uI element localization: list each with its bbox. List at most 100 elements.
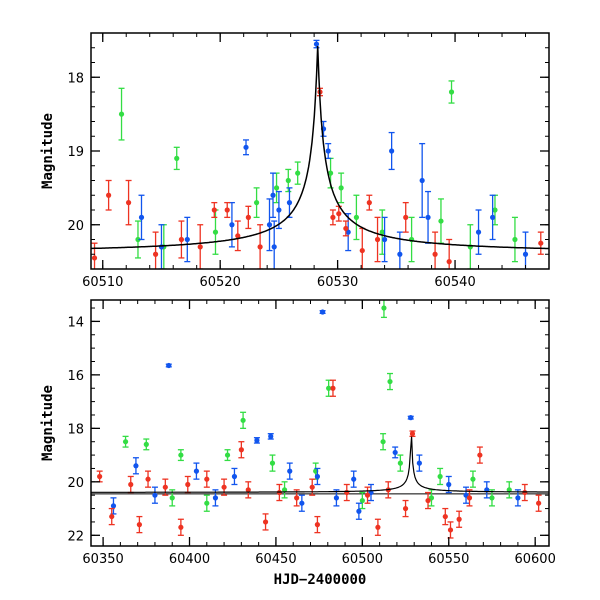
top-red-data-point — [105, 179, 112, 211]
bottom-red-data-point — [136, 515, 143, 534]
bottom-red-data-point — [456, 510, 463, 528]
bottom-green-data-point — [325, 379, 332, 397]
top-blue-data-point — [345, 213, 352, 252]
top-green-data-point — [134, 220, 141, 259]
bottom-green-data-point — [386, 372, 393, 391]
bottom-red-data-point — [145, 470, 152, 488]
bottom-green-data-point — [281, 481, 288, 499]
bottom-y-tick-label: 14 — [67, 315, 84, 330]
top-red-data-point — [374, 216, 381, 263]
top-red-data-point — [245, 205, 252, 230]
bottom-blue-data-point — [407, 415, 414, 421]
bottom-red-data-point — [374, 518, 381, 536]
bottom-red-data-point — [343, 483, 350, 502]
top-green-data-point — [511, 216, 518, 263]
bottom-red-data-point — [466, 489, 473, 507]
top-x-tick-label: 60540 — [434, 275, 475, 290]
bottom-red-data-point — [442, 507, 449, 526]
bottom-red-data-point — [245, 481, 252, 499]
top-axis-ticks: 60510 60520 60530 60540 18 19 20 — [67, 32, 550, 290]
bottom-red-data-point — [314, 515, 321, 534]
bottom-blue-data-point — [314, 467, 321, 486]
bottom-green-data-point — [506, 481, 513, 499]
bottom-y-axis-title: Magnitude — [40, 385, 56, 461]
top-green-data-point — [212, 209, 219, 255]
top-red-data-point — [446, 238, 453, 269]
bottom-blue-data-point — [319, 309, 326, 315]
top-blue-data-point — [381, 216, 388, 263]
top-y-tick-label: 18 — [67, 71, 84, 86]
top-x-tick-label: 60530 — [317, 275, 358, 290]
bottom-blue-data-point — [286, 462, 293, 480]
bottom-blue-data-point — [151, 486, 158, 504]
bottom-x-tick-label: 60350 — [82, 552, 123, 567]
top-red-data-point — [537, 231, 544, 255]
top-blue-data-point — [275, 190, 282, 230]
bottom-green-data-point — [203, 494, 210, 512]
bottom-x-tick-label: 60550 — [428, 552, 469, 567]
bottom-red-data-point — [447, 521, 454, 539]
bottom-red-data-point — [535, 494, 542, 512]
bottom-red-data-point — [221, 478, 228, 496]
top-red-data-point — [257, 224, 264, 269]
top-blue-data-point — [475, 209, 482, 255]
bottom-blue-data-point — [165, 362, 172, 369]
bottom-red-data-point — [184, 475, 191, 494]
bottom-green-data-point — [397, 454, 404, 472]
top-blue-data-point — [271, 220, 278, 269]
bottom-green-data-point — [240, 411, 247, 429]
bottom-blue-data-point — [132, 457, 139, 475]
top-blue-data-point — [270, 172, 277, 219]
top-red-data-point — [432, 231, 439, 269]
top-green-data-point — [467, 224, 474, 269]
top-blue-data-point — [243, 139, 250, 156]
bottom-green-data-point — [143, 438, 150, 451]
bottom-y-tick-label: 18 — [67, 422, 84, 437]
bottom-blue-data-point — [392, 446, 399, 459]
bottom-blue-data-point — [355, 502, 362, 520]
bottom-blue-data-point — [333, 489, 340, 507]
bottom-red-data-point — [329, 379, 336, 397]
top-red-data-point — [359, 227, 366, 269]
bottom-red-data-point — [309, 478, 316, 496]
top-red-data-point — [342, 220, 349, 237]
top-red-data-point — [197, 224, 204, 269]
bottom-x-tick-label: 60500 — [342, 552, 383, 567]
bottom-green-data-point — [269, 454, 276, 472]
top-red-data-point — [234, 220, 241, 252]
bottom-blue-data-point — [350, 470, 357, 488]
top-fit-curve — [91, 45, 549, 250]
top-red-data-point — [211, 201, 218, 219]
bottom-red-data-point — [238, 441, 245, 459]
bottom-green-data-point — [380, 300, 387, 319]
top-y-axis-title: Magnitude — [40, 113, 56, 189]
bottom-green-data-point — [469, 470, 476, 488]
top-blue-data-point — [489, 194, 496, 241]
top-green-data-point — [173, 146, 180, 171]
top-blue-data-point — [522, 231, 529, 269]
bottom-green-data-point — [488, 489, 495, 507]
top-green-data-point — [448, 80, 455, 104]
bottom-blue-data-point — [416, 454, 423, 472]
bottom-blue-data-point — [253, 437, 260, 444]
bottom-red-data-point — [177, 518, 184, 536]
top-blue-data-point — [425, 190, 432, 244]
top-blue-data-point — [325, 142, 332, 160]
top-green-data-point — [338, 172, 345, 204]
bottom-green-data-point — [122, 435, 129, 448]
top-panel: 60510 60520 60530 60540 18 19 20 Magnitude — [40, 32, 550, 290]
top-red-data-point — [366, 194, 373, 211]
bottom-red-data-point — [521, 483, 528, 502]
bottom-y-tick-label: 16 — [67, 369, 84, 384]
bottom-red-data-point — [364, 486, 371, 504]
bottom-red-data-point — [409, 430, 416, 438]
top-x-tick-label: 60520 — [199, 275, 240, 290]
top-red-data-point — [402, 201, 409, 233]
bottom-y-tick-label: 22 — [67, 529, 84, 544]
top-blue-data-point — [388, 131, 395, 171]
top-red-data-point — [125, 179, 132, 226]
bottom-red-data-point — [402, 499, 409, 518]
bottom-blue-data-point — [514, 489, 521, 507]
bottom-blue-data-point — [231, 467, 238, 486]
top-blue-data-point — [138, 194, 145, 241]
